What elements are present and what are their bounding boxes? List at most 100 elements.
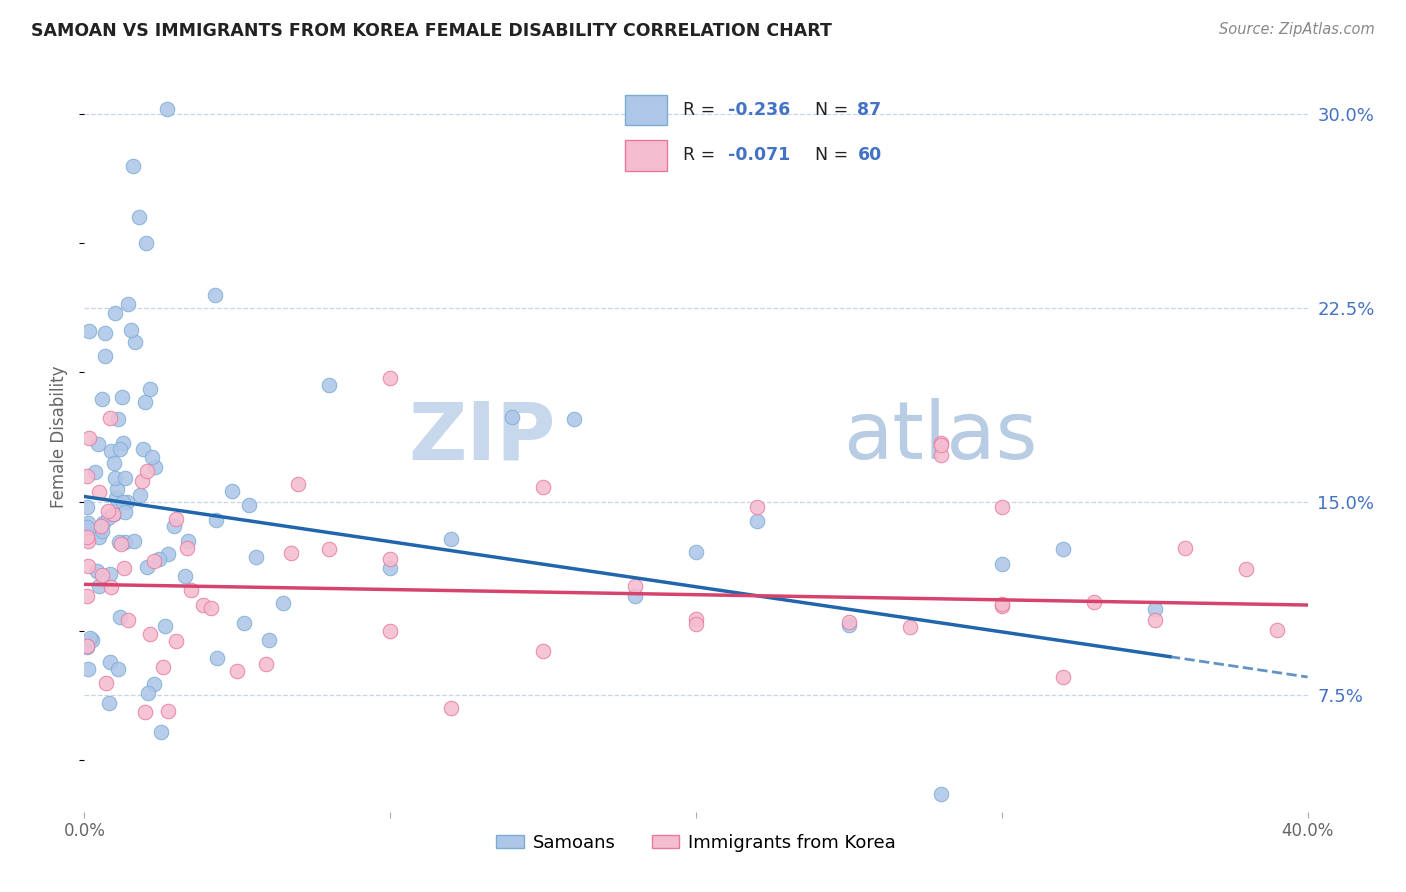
Point [120,323,142,337]
Point [100,443,122,458]
Point [117,296,139,310]
Text: 87: 87 [858,101,882,119]
Point [136,464,159,478]
Point [221,483,243,498]
Point [76,469,98,483]
Point [97,504,120,518]
Point [193,599,215,613]
Point [100,411,122,425]
Point [380,370,402,384]
Point [163,519,186,533]
Point [143,676,166,690]
Point [165,634,187,648]
Point [531,644,554,658]
Point [991,500,1014,514]
Point [93,326,115,340]
Point [233,615,256,630]
Point [380,561,402,575]
Point [131,474,153,488]
Point [200,601,222,615]
Point [87,579,110,593]
Text: N =: N = [815,101,853,119]
Point [245,550,267,565]
Point [110,390,132,404]
Point [1143,614,1166,628]
Point [991,557,1014,571]
Point [287,476,309,491]
Point [898,620,921,634]
Point [149,725,172,739]
Point [108,442,131,456]
Point [173,569,195,583]
Point [84,465,107,479]
Point [111,436,134,450]
Point [134,706,156,720]
Point [90,392,112,406]
Point [134,395,156,409]
Bar [624,140,666,170]
Point [205,651,228,665]
Point [76,639,98,653]
Point [100,580,122,594]
Point [380,624,402,638]
Point [156,102,179,116]
Point [77,516,100,530]
Point [205,513,228,527]
Point [108,610,131,624]
Point [103,456,125,470]
Point [97,510,120,524]
Point [135,236,157,251]
Point [1236,562,1258,576]
Point [132,442,155,457]
Text: atlas: atlas [842,398,1038,476]
Point [238,498,260,512]
Point [114,535,136,549]
Point [128,211,150,225]
Point [139,382,162,396]
Point [76,589,98,603]
Point [176,541,198,555]
Point [177,533,200,548]
Point [111,495,134,509]
Point [77,559,100,574]
Point [991,597,1014,611]
Point [77,533,100,548]
Point [77,324,100,338]
Point [108,535,131,549]
Text: ZIP: ZIP [408,398,555,476]
Point [91,567,114,582]
Point [103,306,125,320]
Point [153,619,176,633]
Point [103,507,125,521]
Point [1174,541,1197,555]
Point [107,411,129,425]
Point [838,618,860,632]
Point [929,449,952,463]
Point [136,560,159,574]
Point [929,435,952,450]
Point [929,787,952,801]
Y-axis label: Female Disability: Female Disability [51,366,69,508]
Point [104,470,127,484]
Point [1143,602,1166,616]
Point [101,507,124,521]
Point [318,541,340,556]
Point [98,567,121,582]
Text: Source: ZipAtlas.com: Source: ZipAtlas.com [1219,22,1375,37]
Text: -0.071: -0.071 [728,146,790,164]
Point [128,487,150,501]
Point [318,377,340,392]
Point [1052,542,1074,557]
Point [91,524,114,539]
Bar [624,95,666,126]
Text: N =: N = [815,146,853,164]
Point [157,704,180,718]
Point [991,599,1014,614]
Point [122,534,145,549]
Text: SAMOAN VS IMMIGRANTS FROM KOREA FEMALE DISABILITY CORRELATION CHART: SAMOAN VS IMMIGRANTS FROM KOREA FEMALE D… [31,22,832,40]
Point [112,561,135,575]
Point [76,530,98,544]
Point [117,613,139,627]
Point [440,532,463,546]
Point [226,664,249,678]
